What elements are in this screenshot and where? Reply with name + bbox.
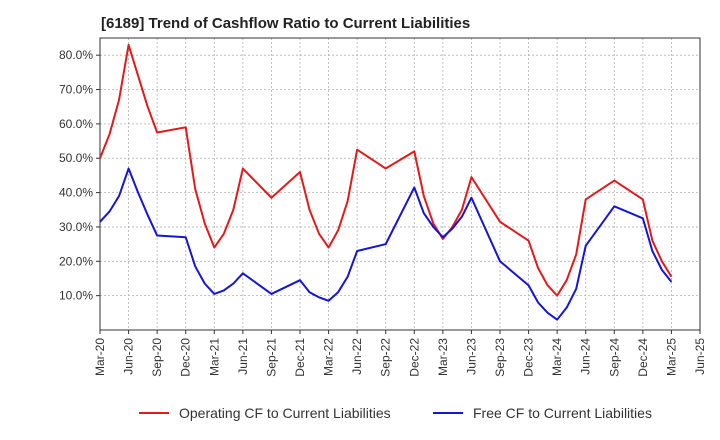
x-tick-label: Mar-20 <box>93 338 107 376</box>
x-tick-label: Mar-24 <box>550 338 564 376</box>
legend-swatch-operating <box>139 412 169 414</box>
x-tick-label: Mar-21 <box>207 338 221 376</box>
series-lines <box>99 43 673 321</box>
series-line-operating <box>99 43 673 297</box>
legend-label-free: Free CF to Current Liabilities <box>473 405 652 421</box>
y-tick-label: 10.0% <box>59 289 93 303</box>
axes <box>96 37 701 334</box>
y-tick-label: 50.0% <box>59 151 93 165</box>
x-tick-label: Dec-22 <box>407 338 421 377</box>
x-tick-label: Dec-23 <box>522 338 536 377</box>
x-tick-label: Jun-23 <box>464 338 478 375</box>
legend-item-operating: Operating CF to Current Liabilities <box>139 405 391 421</box>
series-line-free <box>99 167 673 321</box>
plot-frame <box>99 37 701 331</box>
y-tick-label: 30.0% <box>59 220 93 234</box>
legend-swatch-free <box>433 412 463 414</box>
x-tick-label: Sep-20 <box>150 338 164 377</box>
x-tick-label: Jun-20 <box>122 338 136 375</box>
x-tick-label: Sep-23 <box>493 338 507 377</box>
x-tick-label: Jun-22 <box>350 338 364 375</box>
x-tick-label: Sep-21 <box>264 338 278 377</box>
x-tick-label: Dec-20 <box>179 338 193 377</box>
x-tick-label: Sep-22 <box>379 338 393 377</box>
x-tick-label: Mar-23 <box>436 338 450 376</box>
y-tick-label: 40.0% <box>59 186 93 200</box>
legend-item-free: Free CF to Current Liabilities <box>433 405 652 421</box>
legend-label-operating: Operating CF to Current Liabilities <box>179 405 391 421</box>
x-tick-label: Mar-22 <box>322 338 336 376</box>
x-tick-label: Jun-21 <box>236 338 250 375</box>
y-tick-label: 80.0% <box>59 48 93 62</box>
legend: Operating CF to Current Liabilities Free… <box>0 405 720 425</box>
y-tick-label: 60.0% <box>59 117 93 131</box>
x-tick-labels: Mar-20 Jun-20 Sep-20 Dec-20 Mar-21 Jun-21 Sep-… <box>93 338 707 377</box>
chart-title: [6189] Trend of Cashflow Ratio to Curren… <box>101 15 471 32</box>
x-tick-label: Dec-21 <box>293 338 307 377</box>
y-tick-labels: 10.0% 20.0% 30.0% 40.0% 50.0% 60.0% 70.0% 80.0% <box>59 48 93 302</box>
x-tick-label: Sep-24 <box>607 338 621 377</box>
x-tick-label: Dec-24 <box>636 338 650 377</box>
x-tick-label: Jun-25 <box>693 338 707 375</box>
y-tick-label: 20.0% <box>59 254 93 268</box>
x-tick-label: Mar-25 <box>664 338 678 376</box>
y-tick-label: 70.0% <box>59 83 93 97</box>
x-tick-label: Jun-24 <box>579 338 593 375</box>
